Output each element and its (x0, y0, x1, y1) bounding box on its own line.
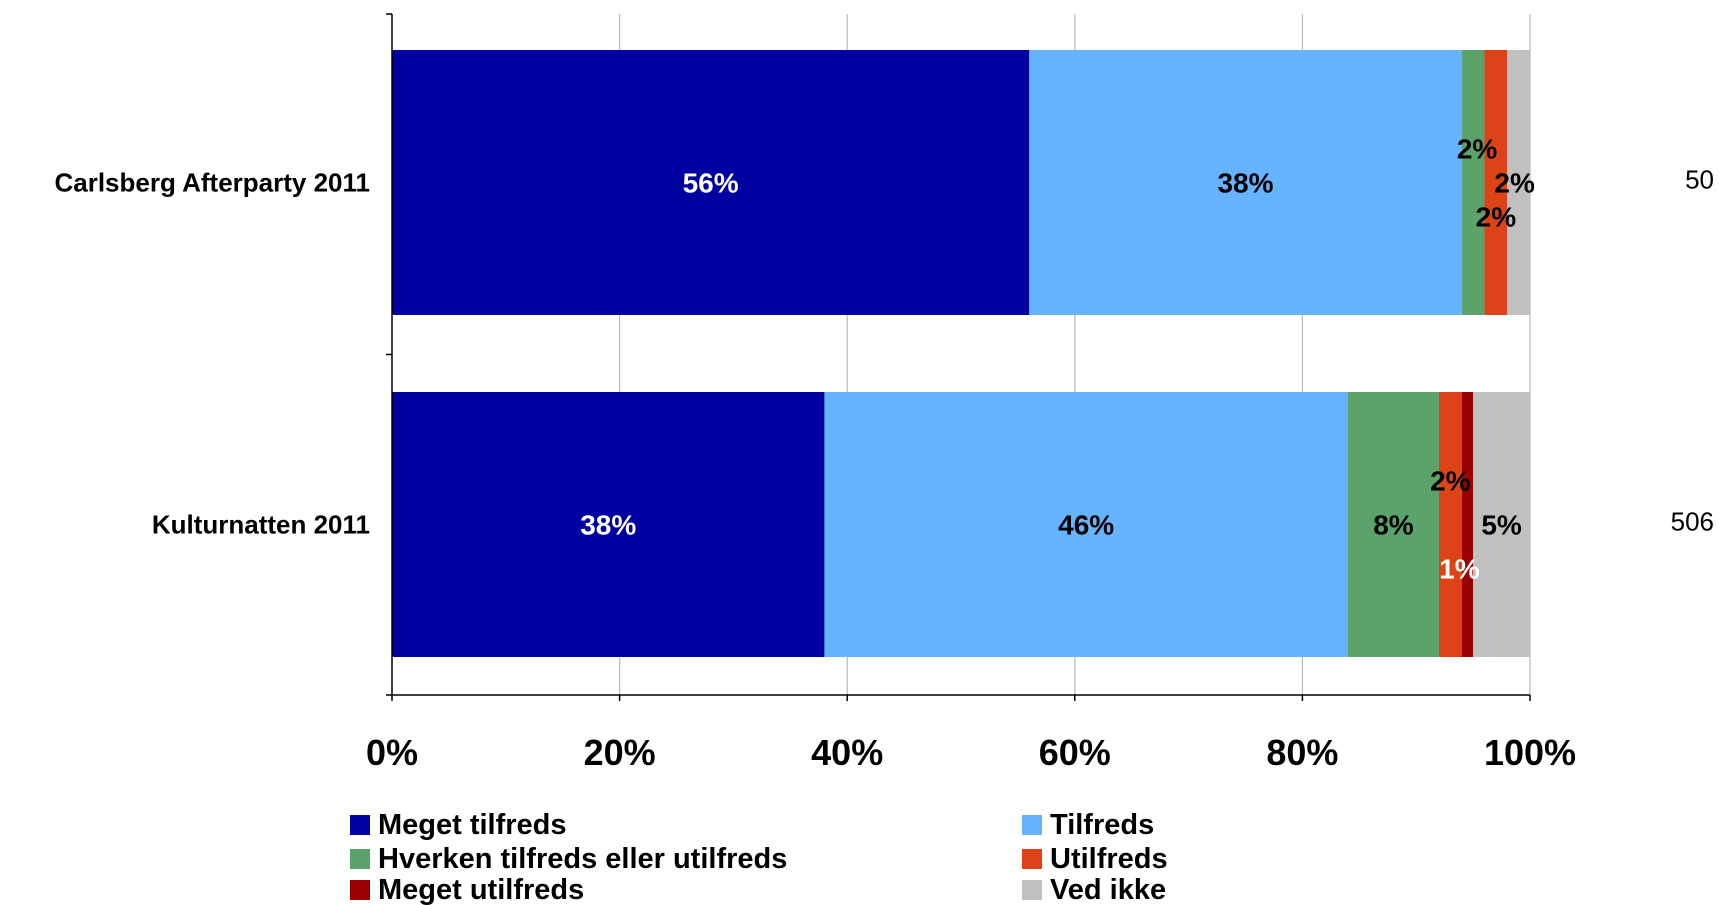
bar-segment (392, 50, 1030, 315)
x-tick-label: 40% (811, 732, 883, 773)
data-label: 2% (1494, 168, 1535, 199)
data-label: 2% (1476, 202, 1517, 233)
legend-swatch (350, 849, 370, 869)
bar-segment (824, 392, 1348, 657)
bars (392, 50, 1530, 657)
bar-segment (1461, 392, 1474, 657)
legend-swatch (1022, 880, 1042, 900)
legend-swatch (350, 815, 370, 835)
legend-label: Hverken tilfreds eller utilfreds (378, 843, 787, 875)
legend-swatch (1022, 849, 1042, 869)
category-label: Kulturnatten 2011 (152, 510, 370, 540)
x-tick-label: 100% (1484, 732, 1576, 773)
legend-label: Utilfreds (1050, 843, 1168, 875)
x-tick-label: 60% (1039, 732, 1111, 773)
data-label: 46% (1058, 510, 1114, 541)
bar-segment (1347, 392, 1439, 657)
x-tick-label: 20% (584, 732, 656, 773)
legend-swatch (1022, 815, 1042, 835)
x-tick-label: 80% (1266, 732, 1338, 773)
x-tick-labels: 0% 20% 40% 60% 80% 100% (366, 732, 1576, 773)
bar-segment (1507, 50, 1530, 315)
axes (386, 13, 1531, 701)
data-label: 2% (1457, 134, 1498, 165)
data-label: 1% (1439, 554, 1480, 585)
bar-segment (392, 392, 825, 657)
legend-label: Meget tilfreds (378, 809, 567, 841)
category-labels: Carlsberg Afterparty 2011 50 Kulturnatten … (54, 165, 1714, 540)
legend-label: Tilfreds (1050, 809, 1154, 841)
data-labels: 56% 38%2%2%2%38% 46% 8%2%1%5% (580, 134, 1535, 585)
bar-segment (1473, 392, 1530, 657)
data-label: 38% (580, 510, 636, 541)
x-tick-label: 0% (366, 732, 418, 773)
n-label: 506 (1671, 507, 1714, 537)
bar-segment (1484, 50, 1508, 315)
data-label: 56% (683, 168, 739, 199)
n-label: 50 (1685, 165, 1714, 195)
category-label: Carlsberg Afterparty 2011 (54, 168, 370, 198)
bar-segment (1438, 392, 1462, 657)
legend-label: Meget utilfreds (378, 874, 584, 905)
bar-segment (1029, 50, 1462, 315)
data-label: 5% (1481, 510, 1522, 541)
bar-segment (1461, 50, 1485, 315)
legend-label: Ved ikke (1050, 874, 1166, 905)
data-label: 2% (1430, 466, 1471, 497)
data-label: 38% (1217, 168, 1273, 199)
legend: Meget tilfreds Tilfreds Hverken tilfreds e… (350, 809, 1168, 905)
legend-swatch (350, 880, 370, 900)
data-label: 8% (1373, 510, 1414, 541)
